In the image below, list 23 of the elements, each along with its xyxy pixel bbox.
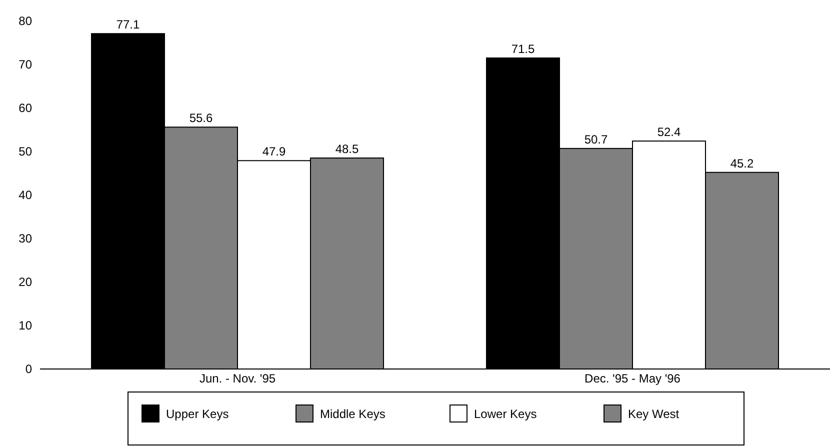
x-tick-label: Dec. '95 - May '96 [584,372,681,386]
data-label: 71.5 [511,42,535,56]
y-tick-label: 50 [18,144,32,158]
data-label: 77.1 [116,18,140,32]
data-label: 45.2 [730,156,754,170]
data-label: 48.5 [335,142,359,156]
legend-label: Middle Keys [320,407,386,421]
y-tick-label: 10 [18,318,32,332]
y-tick-label: 20 [18,274,32,289]
x-tick-label: Jun. - Nov. '95 [199,372,276,386]
y-tick-label: 30 [18,231,32,246]
data-label: 52.4 [657,125,681,140]
y-tick-label: 40 [18,188,32,202]
legend-label: Key West [628,407,680,421]
data-label: 47.9 [262,144,286,159]
y-tick-label: 60 [18,100,32,115]
data-label: 55.6 [189,111,213,126]
y-tick-label: 80 [18,14,32,28]
legend-label: Lower Keys [474,407,537,421]
legend-label: Upper Keys [166,407,229,421]
y-tick-label: 70 [18,57,32,72]
y-tick-label: 0 [25,362,32,376]
data-label: 50.7 [584,132,608,146]
